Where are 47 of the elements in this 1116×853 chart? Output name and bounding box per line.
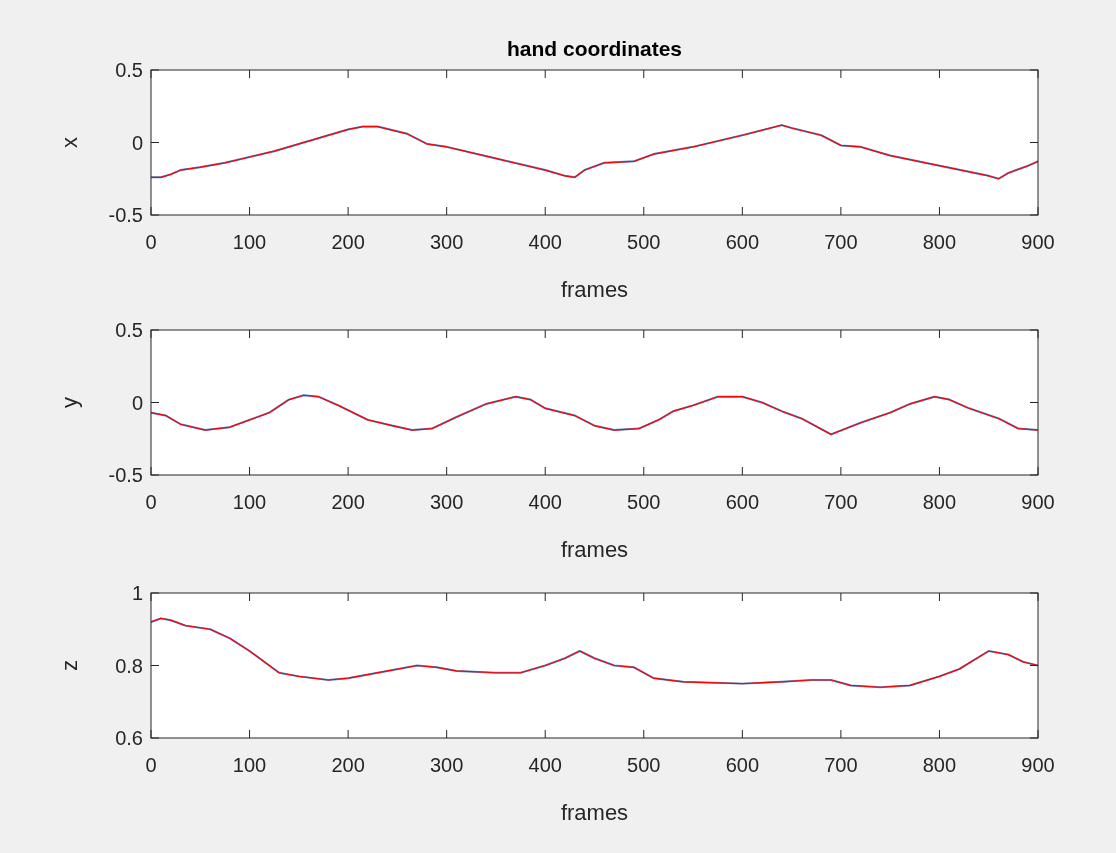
x-tick-label: 600	[725, 491, 760, 513]
x-tick-label: 300	[429, 754, 464, 776]
x-tick-label: 300	[429, 491, 464, 513]
y-tick-label: 0.6	[115, 727, 143, 749]
y-tick-label: 0	[131, 131, 143, 154]
x-tick-label: 800	[922, 231, 957, 253]
x-tick-label: 200	[331, 231, 365, 253]
x-tick-label: 200	[331, 491, 365, 513]
x-tick-label: 800	[922, 754, 957, 776]
x-tick-label: 500	[627, 754, 661, 776]
x-tick-label: 200	[331, 754, 365, 776]
chart-title: hand coordinates	[506, 37, 683, 60]
x-axis-title: frames	[560, 277, 629, 302]
x-tick-label: 100	[232, 754, 267, 776]
y-tick-label: 0.5	[115, 59, 143, 81]
x-tick-label: 500	[627, 491, 661, 513]
x-tick-label: 900	[1021, 754, 1055, 776]
x-tick-label: 0	[145, 491, 157, 513]
x-tick-label: 0	[145, 754, 157, 776]
x-tick-label: 0	[145, 231, 157, 253]
x-tick-label: 400	[528, 231, 562, 253]
x-tick-label: 700	[824, 491, 858, 513]
x-tick-label: 300	[429, 231, 464, 253]
y-tick-label: -0.5	[108, 204, 143, 226]
y-tick-label: 0	[131, 391, 143, 414]
x-tick-label: 600	[725, 754, 760, 776]
y-axis-title: y	[57, 397, 82, 408]
y-tick-label: 0.8	[115, 654, 143, 677]
x-tick-label: 100	[232, 491, 267, 513]
x-tick-label: 500	[627, 231, 661, 253]
x-axis-title: frames	[560, 537, 629, 562]
x-axis-title: frames	[560, 800, 629, 825]
x-tick-label: 700	[824, 231, 858, 253]
x-tick-label: 100	[232, 231, 267, 253]
x-tick-label: 900	[1021, 231, 1055, 253]
y-tick-label: -0.5	[108, 464, 143, 486]
y-axis-title: x	[57, 137, 82, 148]
y-axis-title: z	[57, 660, 82, 671]
x-tick-label: 600	[725, 231, 760, 253]
x-tick-label: 400	[528, 491, 562, 513]
x-tick-label: 400	[528, 754, 562, 776]
y-tick-label: 1	[131, 582, 143, 604]
y-tick-label: 0.5	[115, 319, 143, 341]
x-tick-label: 900	[1021, 491, 1055, 513]
line-series	[151, 124, 1038, 180]
x-tick-label: 800	[922, 491, 957, 513]
x-tick-label: 700	[824, 754, 858, 776]
